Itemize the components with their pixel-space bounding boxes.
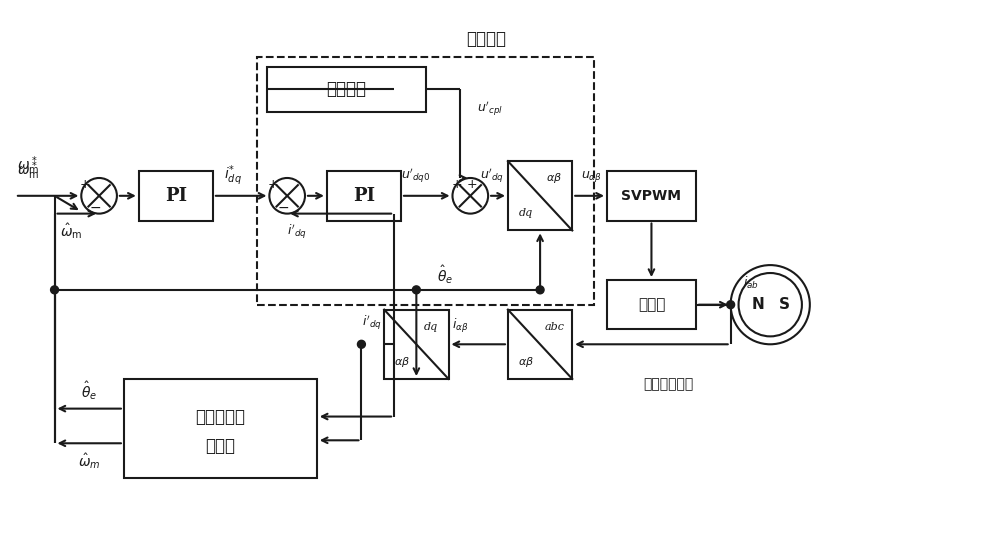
Circle shape [739, 273, 802, 337]
Bar [267, 67, 426, 111]
Bar [124, 379, 317, 478]
Text: $u'_{cpl}$: $u'_{cpl}$ [477, 100, 503, 119]
Text: $\omega_{\rm m}^*$: $\omega_{\rm m}^*$ [17, 160, 39, 182]
Circle shape [452, 178, 488, 214]
Bar [384, 310, 449, 379]
Text: −: − [89, 201, 101, 215]
Circle shape [269, 178, 305, 214]
Text: $u_{\alpha\beta}$: $u_{\alpha\beta}$ [581, 169, 602, 183]
Bar [139, 171, 213, 221]
Text: +: + [467, 178, 478, 192]
Bar [508, 161, 572, 231]
Text: 逆变器: 逆变器 [638, 297, 665, 312]
Text: N: N [752, 297, 765, 312]
Text: $u'_{dq}$: $u'_{dq}$ [480, 167, 504, 185]
Text: 解耦控制: 解耦控制 [466, 30, 506, 48]
Text: PI: PI [165, 187, 187, 205]
Circle shape [51, 286, 59, 294]
Text: PI: PI [353, 187, 375, 205]
Text: 解耦自适应: 解耦自适应 [195, 407, 245, 425]
Circle shape [727, 301, 735, 309]
Text: $\hat{\omega}_m$: $\hat{\omega}_m$ [78, 451, 100, 471]
Text: $\omega_{\rm m}^*$: $\omega_{\rm m}^*$ [17, 155, 39, 177]
Circle shape [81, 178, 117, 214]
Text: +: + [80, 178, 91, 192]
Text: $\alpha\beta$: $\alpha\beta$ [518, 355, 534, 368]
Text: abc: abc [544, 322, 564, 332]
Text: $i_{\alpha\beta}$: $i_{\alpha\beta}$ [452, 317, 469, 335]
Text: dq: dq [423, 322, 438, 332]
Text: +: + [451, 178, 462, 192]
Text: $\alpha\beta$: $\alpha\beta$ [546, 171, 562, 186]
Text: $\hat{\theta}_e$: $\hat{\theta}_e$ [81, 379, 97, 402]
Circle shape [731, 265, 810, 344]
Bar [607, 280, 696, 329]
Text: −: − [277, 201, 289, 215]
Circle shape [412, 286, 420, 294]
Bar [607, 171, 696, 221]
Text: 永磁同步电机: 永磁同步电机 [643, 377, 693, 391]
Bar [257, 57, 594, 305]
Text: $\alpha\beta$: $\alpha\beta$ [394, 355, 410, 368]
Text: $u'_{dq0}$: $u'_{dq0}$ [401, 167, 431, 185]
Text: $i_{dq}^{*}$: $i_{dq}^{*}$ [224, 164, 242, 188]
Text: 观测器: 观测器 [205, 437, 235, 455]
Text: S: S [779, 297, 790, 312]
Text: SVPWM: SVPWM [621, 189, 681, 203]
Text: 解耦电压: 解耦电压 [327, 80, 367, 98]
Circle shape [357, 340, 365, 348]
Text: $i'_{dq}$: $i'_{dq}$ [287, 222, 307, 240]
Text: $\hat{\theta}_e$: $\hat{\theta}_e$ [437, 264, 454, 287]
Bar [508, 310, 572, 379]
Text: $\hat{\omega}_{\rm m}$: $\hat{\omega}_{\rm m}$ [60, 222, 83, 241]
Circle shape [536, 286, 544, 294]
Text: $i_{ab}$: $i_{ab}$ [743, 275, 758, 291]
Text: +: + [268, 178, 279, 192]
Bar [327, 171, 401, 221]
Text: $i'_{dq}$: $i'_{dq}$ [362, 313, 382, 332]
Text: dq: dq [519, 208, 533, 218]
